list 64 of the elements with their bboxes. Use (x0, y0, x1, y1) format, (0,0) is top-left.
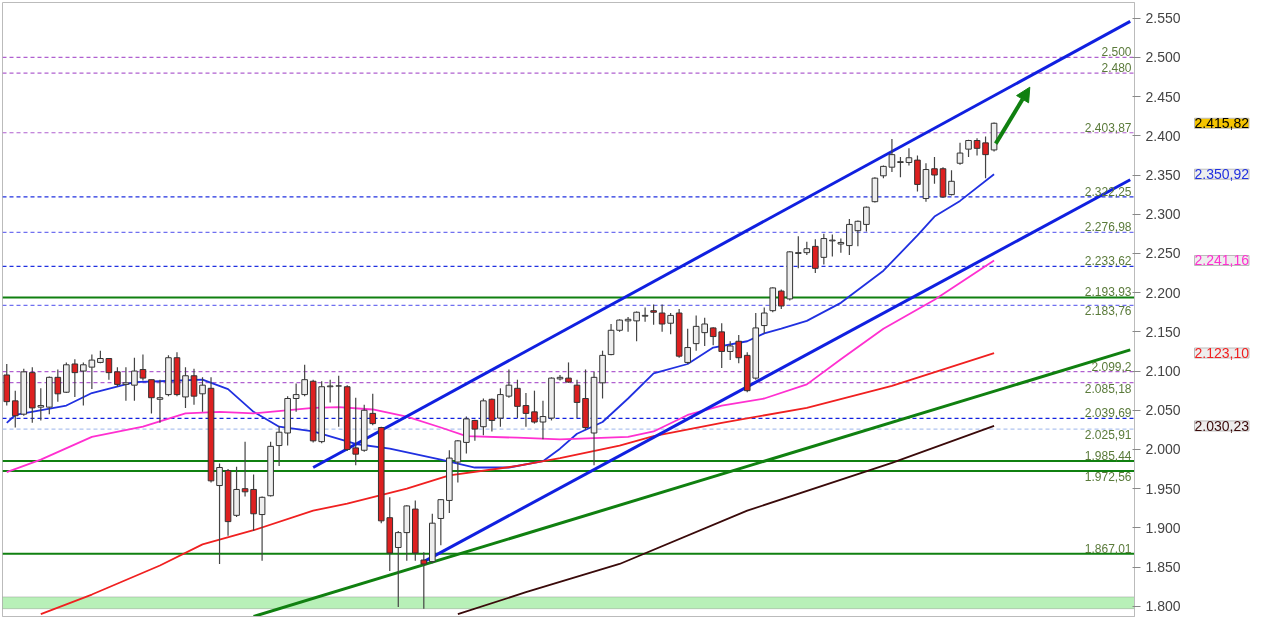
candlestick (956, 142, 964, 166)
text: 2.241,16 (1194, 252, 1250, 269)
candlestick (650, 303, 657, 326)
candlestick (863, 205, 870, 233)
ref-line-label: 2.233,62 (1084, 254, 1132, 269)
ref-line-label: 1.985,44 (1084, 448, 1132, 463)
y-tick-label: 2.250 (1145, 245, 1181, 262)
ref-line-label: 2.099,2 (1091, 359, 1132, 374)
candlestick (326, 379, 334, 404)
ref-line-label: 2.276,98 (1084, 220, 1132, 235)
candlestick (156, 379, 164, 424)
y-tick-label: 2.350 (1145, 167, 1181, 184)
y-tick-label: 2.100 (1145, 363, 1181, 380)
ref-line-label: 2.025,91 (1084, 428, 1132, 443)
candlestick (573, 379, 581, 419)
candlestick (760, 306, 768, 335)
y-tick-label: 2.300 (1145, 206, 1181, 223)
text: 2.350,92 (1194, 166, 1250, 183)
candlestick (420, 551, 428, 610)
candlestick (769, 286, 777, 313)
ref-line-label: 2.183,76 (1084, 304, 1132, 319)
y-tick-label: 2.150 (1145, 323, 1181, 340)
ref-line-label: 2.039,69 (1084, 406, 1132, 421)
candlestick (182, 366, 189, 409)
y-tick-label: 1.850 (1145, 559, 1181, 576)
ref-line-label: 2.480 (1101, 61, 1132, 76)
y-tick-label: 1.950 (1145, 480, 1181, 497)
ref-line-label: 1.867,01 (1084, 541, 1132, 556)
candlestick (216, 462, 223, 565)
candlestick (531, 390, 538, 425)
text: 2.030,23 (1194, 417, 1250, 434)
candlestick (437, 498, 445, 546)
y-tick-label: 2.050 (1145, 402, 1181, 419)
ref-line-label: 2.403,87 (1084, 120, 1132, 135)
ref-line-label: 2.193,93 (1084, 285, 1132, 300)
ref-line-label: 1.972,56 (1084, 469, 1132, 484)
y-tick-label: 2.200 (1145, 284, 1181, 301)
y-tick-label: 2.550 (1145, 10, 1181, 27)
candlestick (948, 169, 955, 196)
ref-line-label: 2.085,18 (1084, 381, 1132, 396)
line-series (5, 259, 995, 474)
candlestick (837, 237, 845, 254)
candlestick (539, 400, 547, 440)
line-series (456, 425, 995, 616)
ref-line-label: 2.500 (1101, 45, 1132, 60)
y-tick-label: 2.500 (1145, 49, 1181, 66)
candlestick (190, 368, 198, 406)
candlestick (148, 379, 155, 414)
candlestick (199, 376, 206, 413)
candlestick (258, 495, 266, 562)
candlestick (931, 156, 938, 185)
y-tick-label: 1.800 (1145, 598, 1181, 615)
text: 2.123,10 (1194, 345, 1250, 362)
y-tick-label: 1.900 (1145, 519, 1181, 536)
text: 2.415,82 (1194, 115, 1250, 132)
candlestick (829, 234, 836, 258)
line-series (39, 352, 995, 616)
candlestick (871, 176, 879, 204)
candlestick (641, 306, 649, 323)
candlestick (335, 375, 342, 428)
y-tick-label: 2.450 (1145, 88, 1181, 105)
y-tick-label: 2.400 (1145, 127, 1181, 144)
candlestick (565, 361, 572, 384)
y-tick-label: 2.000 (1145, 441, 1181, 458)
